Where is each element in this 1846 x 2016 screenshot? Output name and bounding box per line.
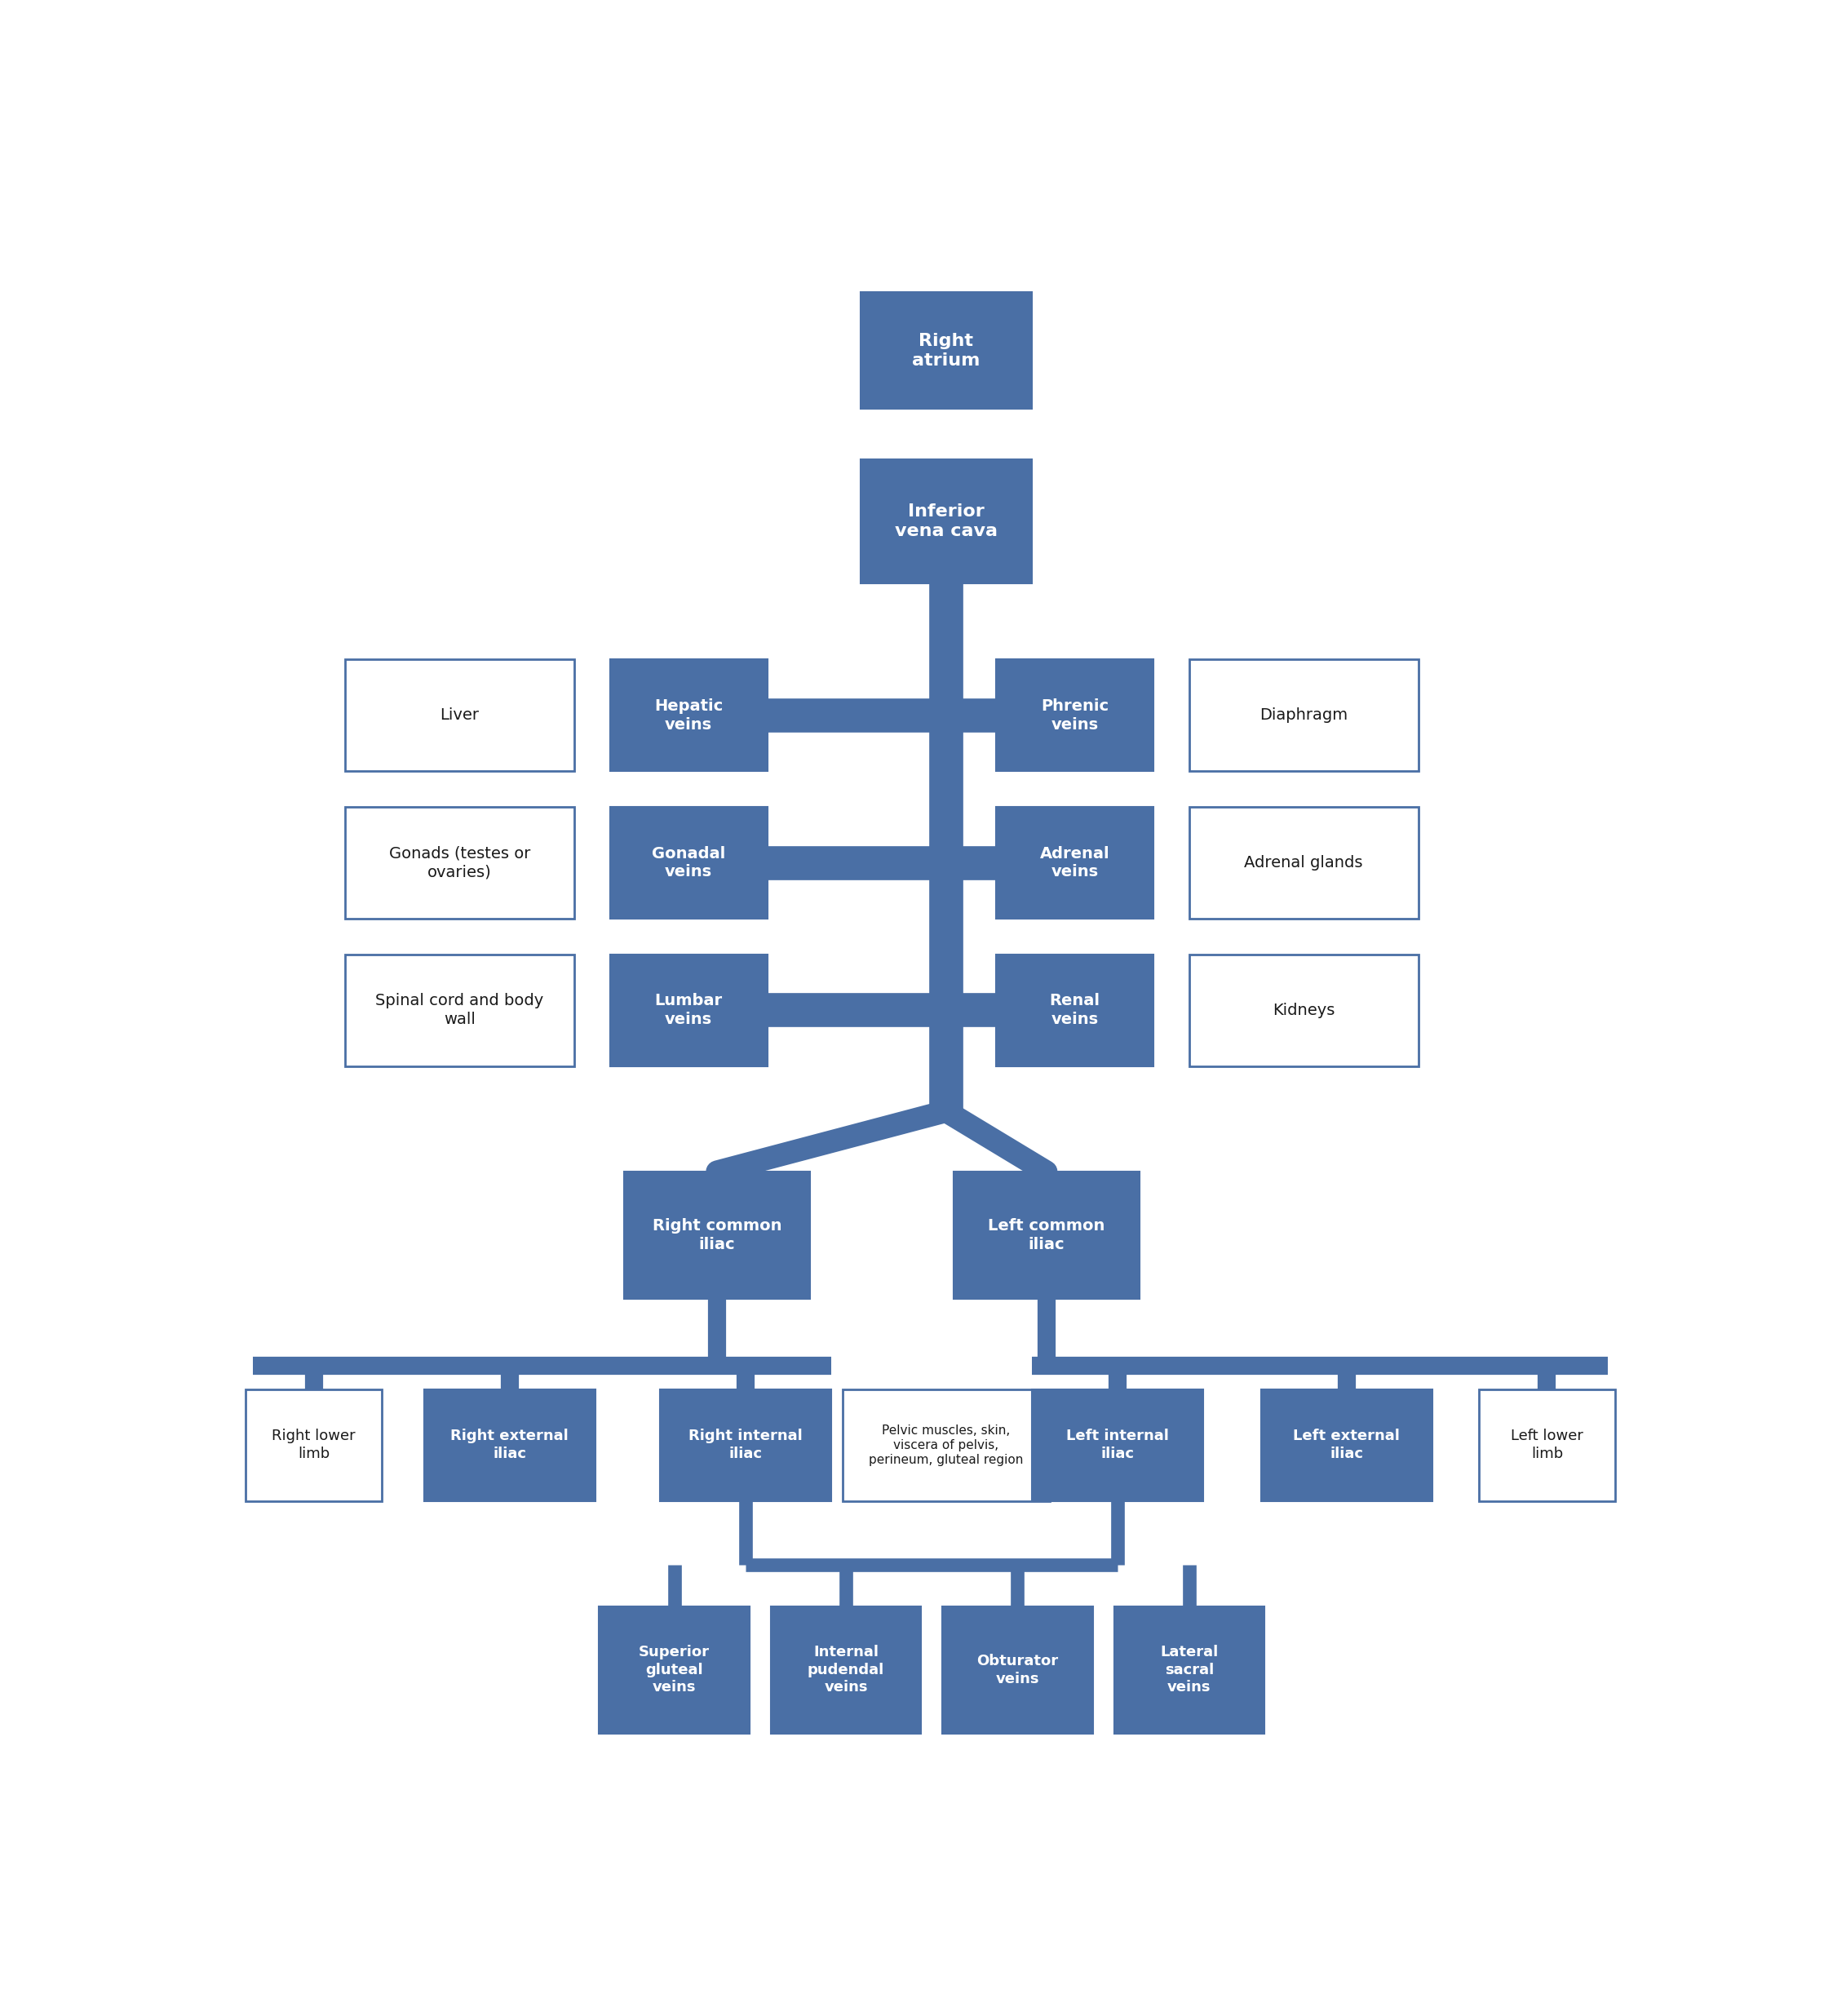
- Text: Right external
iliac: Right external iliac: [450, 1429, 569, 1462]
- Text: Adrenal
veins: Adrenal veins: [1039, 847, 1109, 879]
- Bar: [1189, 954, 1418, 1066]
- Text: Kidneys: Kidneys: [1272, 1002, 1335, 1018]
- Bar: [997, 806, 1154, 919]
- Bar: [345, 954, 574, 1066]
- Text: Liver: Liver: [439, 708, 480, 724]
- Bar: [1115, 1607, 1265, 1734]
- Bar: [609, 659, 768, 772]
- Text: Lumbar
veins: Lumbar veins: [655, 994, 722, 1028]
- Text: Superior
gluteal
veins: Superior gluteal veins: [639, 1645, 709, 1695]
- Text: Right lower
limb: Right lower limb: [271, 1429, 356, 1462]
- Bar: [943, 1607, 1093, 1734]
- Bar: [772, 1607, 921, 1734]
- Bar: [624, 1171, 810, 1298]
- Text: Adrenal glands: Adrenal glands: [1244, 855, 1362, 871]
- Bar: [1261, 1389, 1432, 1500]
- Text: Right internal
iliac: Right internal iliac: [689, 1429, 803, 1462]
- Text: Spinal cord and body
wall: Spinal cord and body wall: [375, 994, 545, 1028]
- Text: Left internal
iliac: Left internal iliac: [1067, 1429, 1169, 1462]
- Text: Obturator
veins: Obturator veins: [977, 1653, 1058, 1685]
- Text: Renal
veins: Renal veins: [1050, 994, 1100, 1028]
- Bar: [425, 1389, 596, 1500]
- Bar: [1479, 1389, 1615, 1500]
- Bar: [860, 460, 1032, 583]
- Bar: [997, 659, 1154, 772]
- Bar: [345, 659, 574, 772]
- Bar: [1032, 1389, 1204, 1500]
- Text: Right common
iliac: Right common iliac: [652, 1218, 783, 1252]
- Text: Lateral
sacral
veins: Lateral sacral veins: [1161, 1645, 1218, 1695]
- Text: Left lower
limb: Left lower limb: [1510, 1429, 1584, 1462]
- Bar: [661, 1389, 833, 1500]
- Bar: [609, 954, 768, 1066]
- Text: Hepatic
veins: Hepatic veins: [653, 698, 724, 732]
- Bar: [600, 1607, 749, 1734]
- Text: Gonads (testes or
ovaries): Gonads (testes or ovaries): [390, 847, 530, 879]
- Text: Phrenic
veins: Phrenic veins: [1041, 698, 1109, 732]
- Bar: [246, 1389, 382, 1500]
- Text: Left external
iliac: Left external iliac: [1294, 1429, 1399, 1462]
- Text: Left common
iliac: Left common iliac: [988, 1218, 1104, 1252]
- Text: Diaphragm: Diaphragm: [1259, 708, 1348, 724]
- Bar: [1189, 659, 1418, 772]
- Text: Gonadal
veins: Gonadal veins: [652, 847, 725, 879]
- Text: Pelvic muscles, skin,
viscera of pelvis,
perineum, gluteal region: Pelvic muscles, skin, viscera of pelvis,…: [869, 1423, 1023, 1466]
- Text: Internal
pudendal
veins: Internal pudendal veins: [807, 1645, 884, 1695]
- Bar: [609, 806, 768, 919]
- Bar: [860, 292, 1032, 409]
- Text: Inferior
vena cava: Inferior vena cava: [895, 504, 997, 540]
- Bar: [345, 806, 574, 919]
- Bar: [1189, 806, 1418, 919]
- Text: Right
atrium: Right atrium: [912, 333, 980, 369]
- Bar: [842, 1389, 1050, 1500]
- Bar: [997, 954, 1154, 1066]
- Bar: [953, 1171, 1139, 1298]
